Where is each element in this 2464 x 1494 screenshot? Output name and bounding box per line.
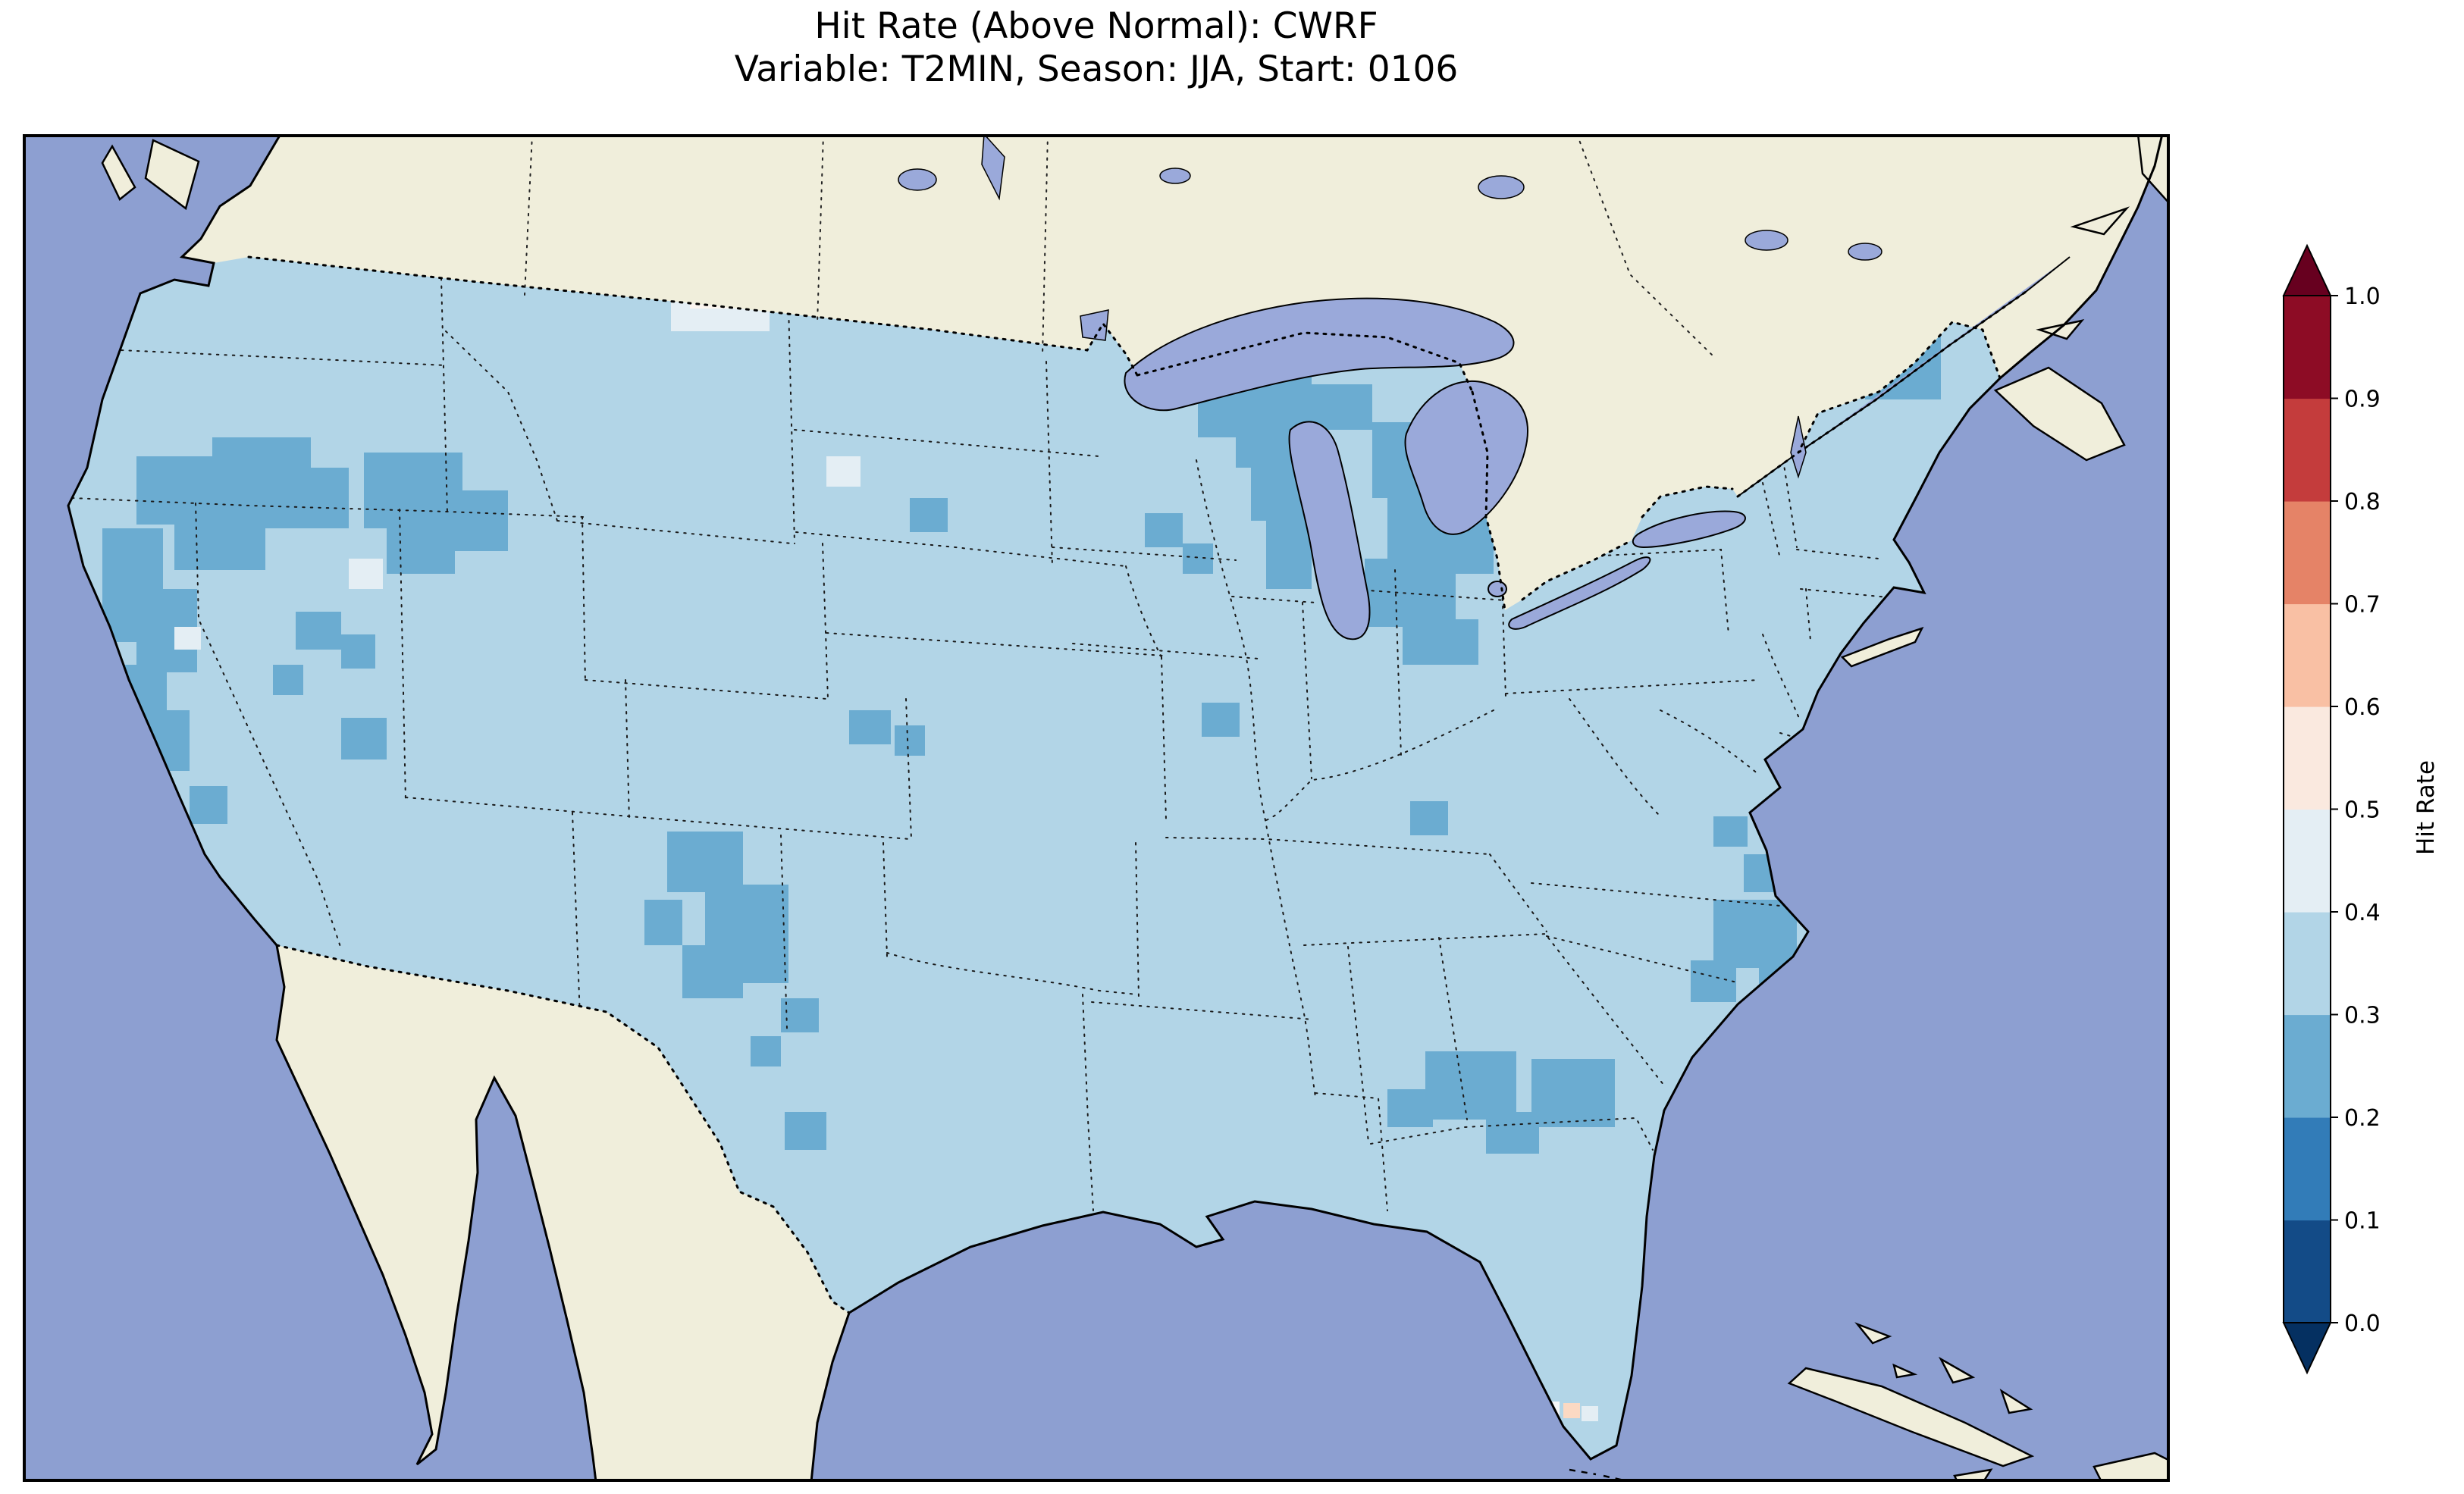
colorbar-under-arrow [2282,1322,2332,1375]
colorbar-tick-label: 0.0 [2344,1311,2381,1337]
canada-lakes [898,134,1882,479]
colorbar-tick-label: 0.7 [2344,592,2381,619]
colorbar-tick-label: 0.1 [2344,1208,2381,1235]
colorbar-tick-label: 0.5 [2344,797,2381,824]
colorbar-bin-2 [2284,1014,2331,1118]
us-hit-rate-map [23,134,2170,1482]
colorbar-bin-7 [2284,501,2331,605]
colorbar-bin-1 [2284,1117,2331,1221]
lake-of-the-woods [1080,309,1109,341]
colorbar-tick-label: 1.0 [2344,283,2381,310]
lake-michigan [1288,421,1371,641]
anticosti-island [2070,206,2130,236]
vancouver-island [144,139,200,211]
colorbar-tick-label: 0.3 [2344,1003,2381,1029]
colorbar-bin-3 [2284,912,2331,1016]
lake-superior [1124,297,1515,412]
colorbar-bin-8 [2284,398,2331,502]
colorbar-bin-6 [2284,603,2331,707]
colorbar-tick-label: 0.4 [2344,900,2381,926]
nova-scotia [1993,366,2126,462]
figure-title-line2: Variable: T2MIN, Season: JJA, Start: 010… [734,49,1459,91]
border-northeast [1797,321,2002,454]
figure-title: Hit Rate (Above Normal): CWRF Variable: … [23,5,2170,92]
colorbar-bin-4 [2284,809,2331,913]
long-island [1840,626,1924,668]
peach-cell-florida [1563,1403,1580,1418]
lake-ontario [1632,510,1746,549]
canada-provincial-borders [524,134,1716,359]
conus-data-field [68,257,2000,1459]
lake-st-clair [1487,581,1507,597]
lake-huron [1404,380,1528,535]
colorbar-axis-label: Hit Rate [2412,760,2440,856]
coastline [67,134,2164,1482]
border-through-lake-superior [1136,331,1474,393]
border-through-lake-erie [1521,539,1633,601]
colorbar-tick-label: 0.9 [2344,387,2381,413]
colorbar-over-arrow [2282,243,2332,296]
colorbar-bin-5 [2284,706,2331,810]
colorbar-bin-9 [2284,296,2331,399]
national-borders [247,255,2027,1314]
colorbar-tick-label: 0.8 [2344,489,2381,515]
us-canada-border [247,255,1139,377]
state-borders [71,277,1896,1211]
map-frame [23,134,2170,1482]
border-through-lake-huron [1471,390,1506,612]
colorbar-tick-label: 0.2 [2344,1105,2381,1132]
cuba [1787,1367,2035,1467]
colorbar-tick-label: 0.6 [2344,694,2381,721]
border-through-lake-ontario [1641,485,1734,518]
lake-champlain [1790,415,1807,479]
islands [101,134,2170,1482]
map-panel [23,134,2170,1482]
colorbar: 1.0 0.9 0.8 0.7 0.6 0.5 0.4 0.3 0.2 0.1 0.0 [2281,243,2417,1380]
colorbar-svg: 1.0 0.9 0.8 0.7 0.6 0.5 0.4 0.3 0.2 0.1 0.0 [2282,243,2381,1375]
lake-erie [1508,556,1651,630]
us-mexico-border [275,944,851,1314]
figure-title-line1: Hit Rate (Above Normal): CWRF [814,5,1378,47]
colorbar-bin-0 [2284,1220,2331,1323]
bahamas [1854,1322,1892,1345]
